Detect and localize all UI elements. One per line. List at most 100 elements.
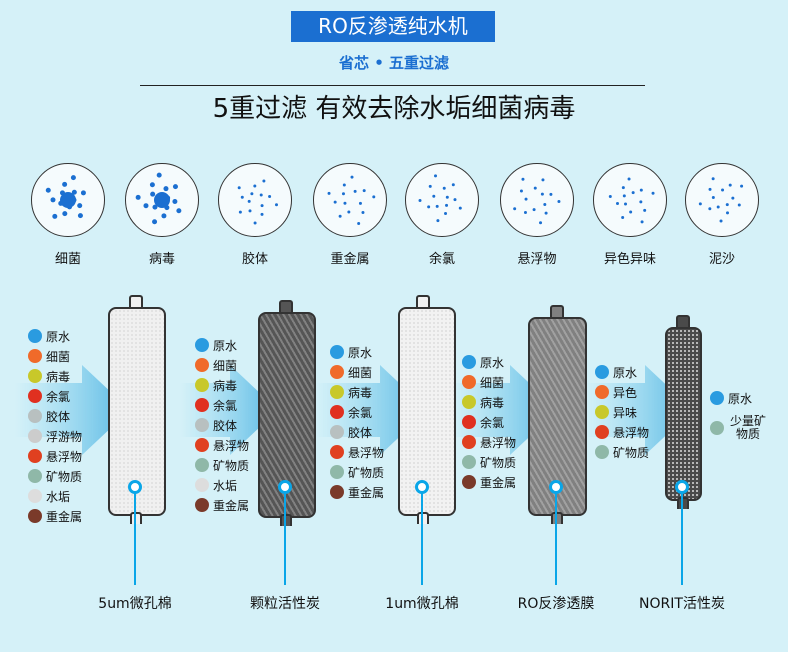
headline: 5重过滤 有效去除水垢细菌病毒	[212, 94, 576, 124]
item-label: 胶体	[348, 425, 373, 440]
item-label: 悬浮物	[213, 438, 250, 453]
contaminant-list-item: 悬浮物	[195, 435, 249, 455]
filter-cap	[550, 305, 564, 319]
pointer-dot-icon	[415, 480, 429, 494]
item-label: 少量矿物质	[729, 414, 766, 441]
item-label: 病毒	[46, 369, 71, 384]
item-label: 余氯	[213, 398, 238, 413]
contaminant-icon	[330, 405, 344, 419]
item-label: 原水	[213, 338, 238, 353]
contaminant-icon	[28, 349, 42, 363]
contaminant-list-item: 原水	[28, 326, 70, 346]
filter-label: RO反渗透膜	[517, 596, 595, 612]
pointer-line	[284, 490, 286, 585]
chlorine-icon	[405, 163, 479, 237]
water-drop-icon	[330, 345, 344, 359]
contaminant-list-item: 悬浮物	[330, 442, 384, 462]
colloid-icon	[218, 163, 292, 237]
item-label: 细菌	[213, 358, 238, 373]
item-label: 矿物质	[46, 469, 83, 484]
suspended-matter-icon	[500, 163, 574, 237]
contaminant-list-item: 余氯	[195, 395, 237, 415]
contaminant-label: 悬浮物	[517, 252, 557, 267]
item-label: 悬浮物	[46, 449, 83, 464]
divider	[140, 85, 645, 86]
contaminant-list-item: 余氯	[28, 386, 70, 406]
contaminant-icon	[195, 358, 209, 372]
contaminant-icon	[462, 475, 476, 489]
contaminant-icon	[330, 465, 344, 479]
contaminant-list-item: 原水	[330, 342, 372, 362]
flow-arrow-icon	[15, 365, 132, 459]
contaminant-icon	[330, 485, 344, 499]
item-label: 病毒	[480, 395, 505, 410]
pointer-line	[555, 490, 557, 585]
item-label: 异味	[613, 405, 638, 420]
item-label: 余氯	[46, 389, 71, 404]
filter-cartridge	[398, 307, 456, 516]
contaminant-list-item: 病毒	[462, 392, 504, 412]
contaminant-icon	[195, 458, 209, 472]
contaminant-list-item: 矿物质	[195, 455, 249, 475]
contaminant-list-item: 异味	[595, 402, 637, 422]
water-drop-icon	[710, 391, 724, 405]
contaminant-list-item: 矿物质	[595, 442, 649, 462]
water-drop-icon	[462, 355, 476, 369]
contaminant-list-item: 原水	[195, 335, 237, 355]
filter-outlet	[130, 512, 142, 524]
subtitle: 省芯 • 五重过滤	[338, 54, 450, 72]
filter-outlet	[677, 497, 689, 509]
item-label: 细菌	[480, 375, 505, 390]
contaminant-label: 异色异味	[603, 252, 656, 267]
color-odor-icon	[593, 163, 667, 237]
item-label: 重金属	[480, 475, 517, 490]
item-label: 重金属	[46, 509, 83, 524]
contaminant-list-item: 重金属	[28, 506, 82, 526]
contaminant-list-item: 细菌	[330, 362, 372, 382]
item-label: 矿物质	[348, 465, 385, 480]
contaminant-icon	[595, 385, 609, 399]
item-label: 浮游物	[46, 429, 83, 444]
item-label: 原水	[728, 391, 753, 406]
filter-outlet	[417, 512, 429, 524]
contaminant-list-item: 病毒	[195, 375, 237, 395]
contaminant-icon	[28, 429, 42, 443]
pointer-dot-icon	[675, 480, 689, 494]
contaminant-label: 泥沙	[708, 252, 735, 267]
contaminant-icon	[462, 435, 476, 449]
contaminant-list-item: 悬浮物	[462, 432, 516, 452]
contaminant-icon	[330, 445, 344, 459]
contaminant-label: 胶体	[241, 252, 268, 267]
contaminant-list-item: 细菌	[195, 355, 237, 375]
contaminant-list-item: 悬浮物	[595, 422, 649, 442]
item-label: 矿物质	[613, 445, 650, 460]
contaminant-list-item: 细菌	[462, 372, 504, 392]
contaminant-label: 余氯	[428, 252, 455, 267]
item-label: 水垢	[46, 489, 71, 504]
contaminant-list-item: 细菌	[28, 346, 70, 366]
contaminant-label: 细菌	[54, 252, 81, 267]
contaminant-list-item: 水垢	[28, 486, 70, 506]
contaminant-icon	[595, 405, 609, 419]
item-label: 病毒	[348, 385, 373, 400]
water-drop-icon	[595, 365, 609, 379]
bacteria-icon	[31, 163, 105, 237]
filter-cartridge	[665, 327, 702, 501]
item-label: 异色	[613, 385, 638, 400]
contaminant-icon	[462, 415, 476, 429]
contaminant-icon	[462, 395, 476, 409]
contaminant-icon	[28, 449, 42, 463]
pointer-line	[134, 490, 136, 585]
contaminant-list-item: 病毒	[330, 382, 372, 402]
contaminant-list-item: 原水	[462, 352, 504, 372]
item-label: 矿物质	[213, 458, 250, 473]
contaminant-list-item: 悬浮物	[28, 446, 82, 466]
contaminant-icon	[595, 425, 609, 439]
item-label: 细菌	[348, 365, 373, 380]
contaminant-icon	[28, 369, 42, 383]
filter-cap	[416, 295, 430, 309]
contaminant-icon	[28, 469, 42, 483]
sediment-icon	[685, 163, 759, 237]
contaminant-list-item: 重金属	[195, 495, 249, 515]
